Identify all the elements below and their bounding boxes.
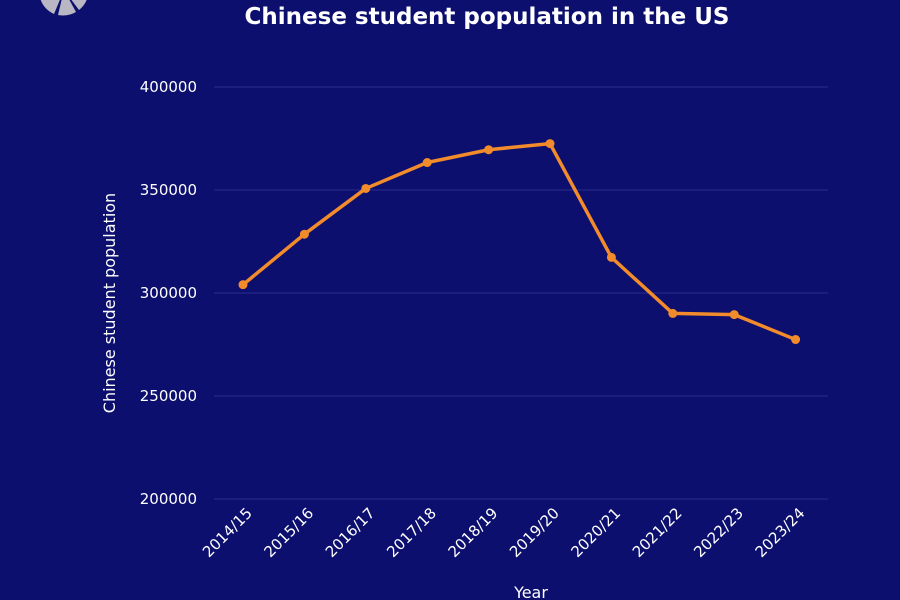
data-point [422,158,432,168]
x-tick-label: 2023/24 [752,504,809,561]
brand-logo-icon [40,0,87,16]
y-tick-label: 300000 [140,284,197,302]
x-tick-label: 2015/16 [260,504,317,561]
data-point [606,252,616,262]
x-tick-label: 2014/15 [199,504,256,561]
series-line [241,141,798,342]
x-tick-label: 2016/17 [322,504,379,561]
y-axis-label: Chinese student population [100,193,119,413]
x-tick-label: 2021/22 [629,504,686,561]
data-point [545,139,555,149]
x-axis-label: Year [513,583,548,600]
x-tick-label: 2019/20 [506,504,563,561]
x-tick-label: 2018/19 [445,504,502,561]
y-tick-label: 400000 [140,78,197,96]
x-tick-label: 2017/18 [383,504,440,561]
data-point [238,280,248,290]
data-point [299,229,309,239]
y-tick-label: 250000 [140,387,197,405]
data-point [361,183,371,193]
chart-title: Chinese student population in the US [244,4,730,30]
data-point [668,308,678,318]
data-point [484,145,494,155]
data-point [791,335,801,345]
y-tick-label: 350000 [140,181,197,199]
y-tick-label: 200000 [140,490,197,508]
data-point [729,310,739,320]
x-tick-label: 2022/23 [690,504,747,561]
x-tick-label: 2020/21 [567,504,624,561]
